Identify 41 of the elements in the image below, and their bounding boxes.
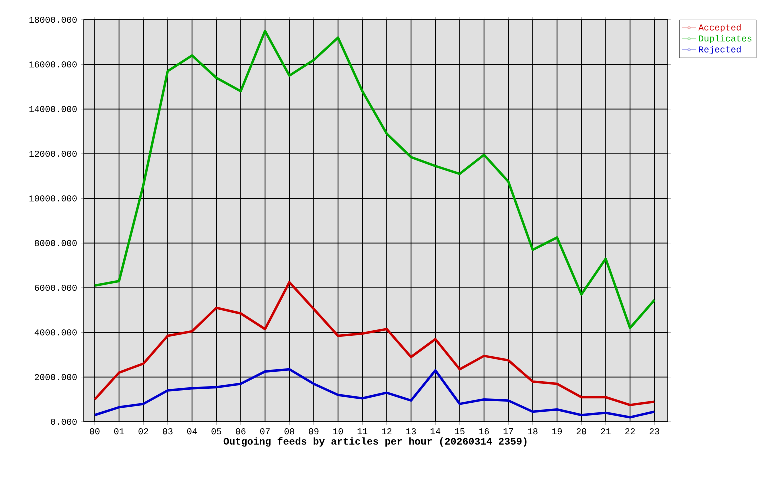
x-tick-label: 13 (406, 428, 416, 435)
x-tick-label: 02 (138, 428, 148, 435)
y-tick-label: 6000.000 (35, 284, 77, 292)
x-tick-label: 18 (528, 428, 538, 435)
x-tick-label: 23 (650, 428, 660, 435)
y-tick-label: 16000.000 (30, 62, 77, 68)
y-tick-label: 14000.000 (30, 106, 77, 112)
y-tick-label: 10000.000 (30, 196, 77, 202)
x-tick-label: 14 (430, 428, 441, 434)
x-tick-label: 07 (260, 428, 270, 435)
x-tick-label: 16 (480, 428, 490, 435)
y-tick-label: 4000.000 (34, 330, 77, 336)
y-tick-label: 0.000 (51, 418, 77, 426)
line-series (94, 368, 656, 419)
x-tick-label: 15 (455, 428, 465, 435)
x-tick-label: 00 (90, 428, 100, 435)
x-tick-label: 21 (601, 428, 611, 435)
x-tick-label: 09 (309, 428, 319, 435)
x-tick-label: 08 (284, 428, 294, 435)
x-tick-label: 19 (552, 428, 562, 435)
y-tick-label: 18000.000 (30, 16, 77, 24)
x-tick-label: 04 (187, 428, 198, 435)
x-axis-title: Outgoing feeds by articles per hour (20260314 2359) (224, 437, 527, 447)
x-tick-label: 01 (114, 428, 124, 435)
x-tick-label: 06 (236, 428, 246, 435)
line-series (94, 30, 656, 330)
legend-label: Rejected (699, 46, 741, 54)
y-tick-label: 8000.000 (35, 240, 77, 246)
legend-label: Duplicates (699, 35, 752, 44)
x-tick-label: 11 (358, 428, 368, 434)
x-tick-label: 05 (212, 428, 222, 435)
y-tick-label: 12000.000 (30, 150, 77, 158)
legend-label: Accepted (698, 24, 741, 33)
x-tick-label: 03 (163, 428, 173, 435)
y-tick-label: 2000.000 (35, 374, 77, 380)
x-tick-label: 12 (382, 428, 392, 435)
line-series (94, 281, 656, 406)
x-tick-label: 22 (626, 428, 636, 435)
x-tick-label: 20 (576, 428, 586, 435)
x-tick-label: 10 (334, 428, 344, 435)
x-tick-label: 17 (504, 428, 514, 434)
